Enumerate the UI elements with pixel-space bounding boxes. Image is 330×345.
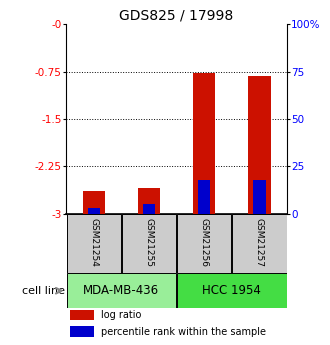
Bar	[253, 179, 266, 214]
Bar	[67, 214, 121, 273]
Bar	[248, 76, 271, 214]
Bar	[177, 273, 286, 308]
Bar	[232, 214, 286, 273]
Text: GSM21254: GSM21254	[89, 218, 98, 267]
Text: GSM21256: GSM21256	[200, 218, 209, 267]
Text: percentile rank within the sample: percentile rank within the sample	[101, 327, 266, 337]
Bar	[122, 214, 176, 273]
Text: GSM21255: GSM21255	[145, 218, 153, 267]
Bar	[67, 273, 176, 308]
Bar	[198, 179, 210, 214]
Bar	[177, 214, 231, 273]
Bar	[70, 310, 94, 320]
Bar	[87, 208, 100, 214]
Bar	[193, 73, 215, 214]
Text: GSM21257: GSM21257	[255, 218, 264, 267]
Bar	[82, 191, 105, 214]
Bar	[70, 326, 94, 337]
Text: log ratio: log ratio	[101, 310, 141, 320]
Text: MDA-MB-436: MDA-MB-436	[83, 284, 159, 297]
Text: cell line: cell line	[22, 286, 65, 296]
Bar	[143, 204, 155, 214]
Bar	[138, 188, 160, 214]
Title: GDS825 / 17998: GDS825 / 17998	[119, 9, 234, 23]
Text: HCC 1954: HCC 1954	[202, 284, 261, 297]
